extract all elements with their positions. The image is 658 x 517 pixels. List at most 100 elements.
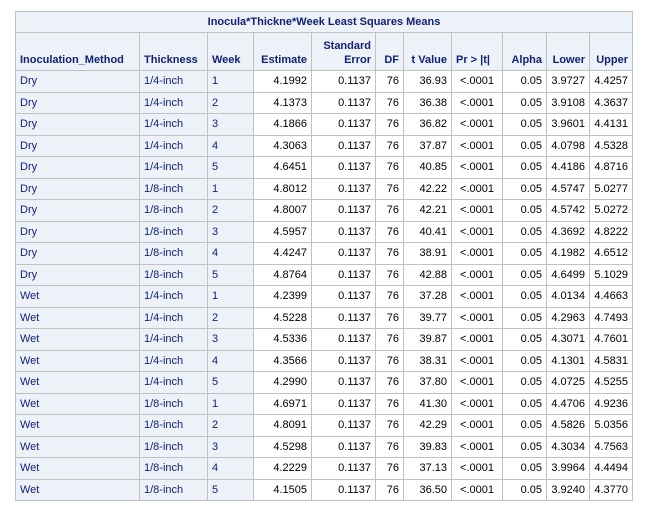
cell-alpha: 0.05 [502,328,547,351]
cell-df: 76 [375,70,404,93]
lsmeans-table-container: Inocula*Thickne*Week Least Squares Means… [15,11,633,501]
cell-lower: 3.9727 [546,70,590,93]
cell-estimate: 4.8091 [253,414,312,437]
cell-p-value: <.0001 [451,199,503,222]
cell-estimate: 4.1373 [253,91,312,114]
cell-lower: 4.5742 [546,199,590,222]
cell-thickness: 1/4-inch [139,328,208,351]
cell-p-value: <.0001 [451,392,503,415]
cell-t-value: 37.80 [403,371,452,394]
cell-df: 76 [375,371,404,394]
cell-estimate: 4.5336 [253,328,312,351]
cell-alpha: 0.05 [502,199,547,222]
col-header-inoculation-method: Inoculation_Method [15,32,140,71]
cell-standard-error: 0.1137 [311,371,376,394]
cell-thickness: 1/8-inch [139,199,208,222]
cell-lower: 4.1301 [546,349,590,372]
col-header-thickness: Thickness [139,32,208,71]
col-header-standard-error: Standard Error [311,32,376,71]
cell-t-value: 36.93 [403,70,452,93]
cell-inoculation-method: Dry [15,263,140,286]
cell-lower: 4.1982 [546,242,590,265]
cell-df: 76 [375,349,404,372]
table-row: Dry 1/8-inch 1 4.8012 0.1137 76 42.22 <.0001 0.0… [15,177,633,200]
cell-estimate: 4.5228 [253,306,312,329]
cell-standard-error: 0.1137 [311,70,376,93]
table-row: Wet 1/8-inch 5 4.1505 0.1137 76 36.50 <.0001 0.0… [15,478,633,501]
cell-upper: 4.7563 [589,435,633,458]
cell-alpha: 0.05 [502,113,547,136]
cell-week: 5 [207,263,254,286]
cell-lower: 4.4706 [546,392,590,415]
cell-alpha: 0.05 [502,478,547,501]
cell-p-value: <.0001 [451,220,503,243]
cell-standard-error: 0.1137 [311,285,376,308]
col-header-upper: Upper [589,32,633,71]
table-row: Dry 1/4-inch 5 4.6451 0.1137 76 40.85 <.0001 0.0… [15,156,633,179]
cell-thickness: 1/8-inch [139,242,208,265]
cell-df: 76 [375,285,404,308]
table-row: Wet 1/4-inch 5 4.2990 0.1137 76 37.80 <.0001 0.0… [15,371,633,394]
cell-lower: 4.3071 [546,328,590,351]
cell-standard-error: 0.1137 [311,199,376,222]
table-body: Dry 1/4-inch 1 4.1992 0.1137 76 36.93 <.0001 0.0… [15,70,633,501]
table-row: Dry 1/8-inch 2 4.8007 0.1137 76 42.21 <.0001 0.0… [15,199,633,222]
cell-inoculation-method: Dry [15,156,140,179]
cell-week: 5 [207,156,254,179]
cell-lower: 4.5747 [546,177,590,200]
cell-thickness: 1/4-inch [139,371,208,394]
cell-standard-error: 0.1137 [311,392,376,415]
cell-t-value: 37.87 [403,134,452,157]
col-header-standard-error-line2: Error [344,54,371,66]
cell-standard-error: 0.1137 [311,156,376,179]
lsmeans-table: Inocula*Thickne*Week Least Squares Means… [15,11,633,501]
cell-alpha: 0.05 [502,91,547,114]
cell-inoculation-method: Dry [15,177,140,200]
cell-inoculation-method: Dry [15,242,140,265]
cell-standard-error: 0.1137 [311,242,376,265]
cell-week: 5 [207,478,254,501]
cell-df: 76 [375,134,404,157]
cell-upper: 4.4663 [589,285,633,308]
cell-upper: 4.7601 [589,328,633,351]
cell-lower: 4.2963 [546,306,590,329]
cell-thickness: 1/8-inch [139,220,208,243]
cell-thickness: 1/8-inch [139,435,208,458]
cell-inoculation-method: Wet [15,478,140,501]
cell-t-value: 37.13 [403,457,452,480]
cell-p-value: <.0001 [451,263,503,286]
cell-lower: 4.6499 [546,263,590,286]
cell-estimate: 4.2399 [253,285,312,308]
cell-t-value: 39.87 [403,328,452,351]
cell-upper: 4.3770 [589,478,633,501]
cell-lower: 4.3692 [546,220,590,243]
cell-week: 1 [207,392,254,415]
table-row: Dry 1/4-inch 1 4.1992 0.1137 76 36.93 <.0001 0.0… [15,70,633,93]
col-header-alpha: Alpha [502,32,547,71]
cell-estimate: 4.2990 [253,371,312,394]
cell-thickness: 1/4-inch [139,70,208,93]
cell-inoculation-method: Wet [15,306,140,329]
cell-p-value: <.0001 [451,285,503,308]
cell-thickness: 1/8-inch [139,478,208,501]
cell-estimate: 4.6971 [253,392,312,415]
cell-week: 2 [207,306,254,329]
cell-p-value: <.0001 [451,349,503,372]
cell-alpha: 0.05 [502,349,547,372]
cell-standard-error: 0.1137 [311,478,376,501]
cell-estimate: 4.5957 [253,220,312,243]
cell-p-value: <.0001 [451,414,503,437]
cell-upper: 5.0356 [589,414,633,437]
col-header-lower: Lower [546,32,590,71]
cell-estimate: 4.2229 [253,457,312,480]
col-header-df: DF [375,32,404,71]
col-header-p-value: Pr > |t| [451,32,503,71]
cell-t-value: 36.38 [403,91,452,114]
cell-week: 3 [207,113,254,136]
cell-thickness: 1/4-inch [139,113,208,136]
table-row: Dry 1/8-inch 3 4.5957 0.1137 76 40.41 <.0001 0.0… [15,220,633,243]
cell-thickness: 1/4-inch [139,349,208,372]
cell-thickness: 1/4-inch [139,156,208,179]
cell-week: 1 [207,177,254,200]
cell-p-value: <.0001 [451,242,503,265]
